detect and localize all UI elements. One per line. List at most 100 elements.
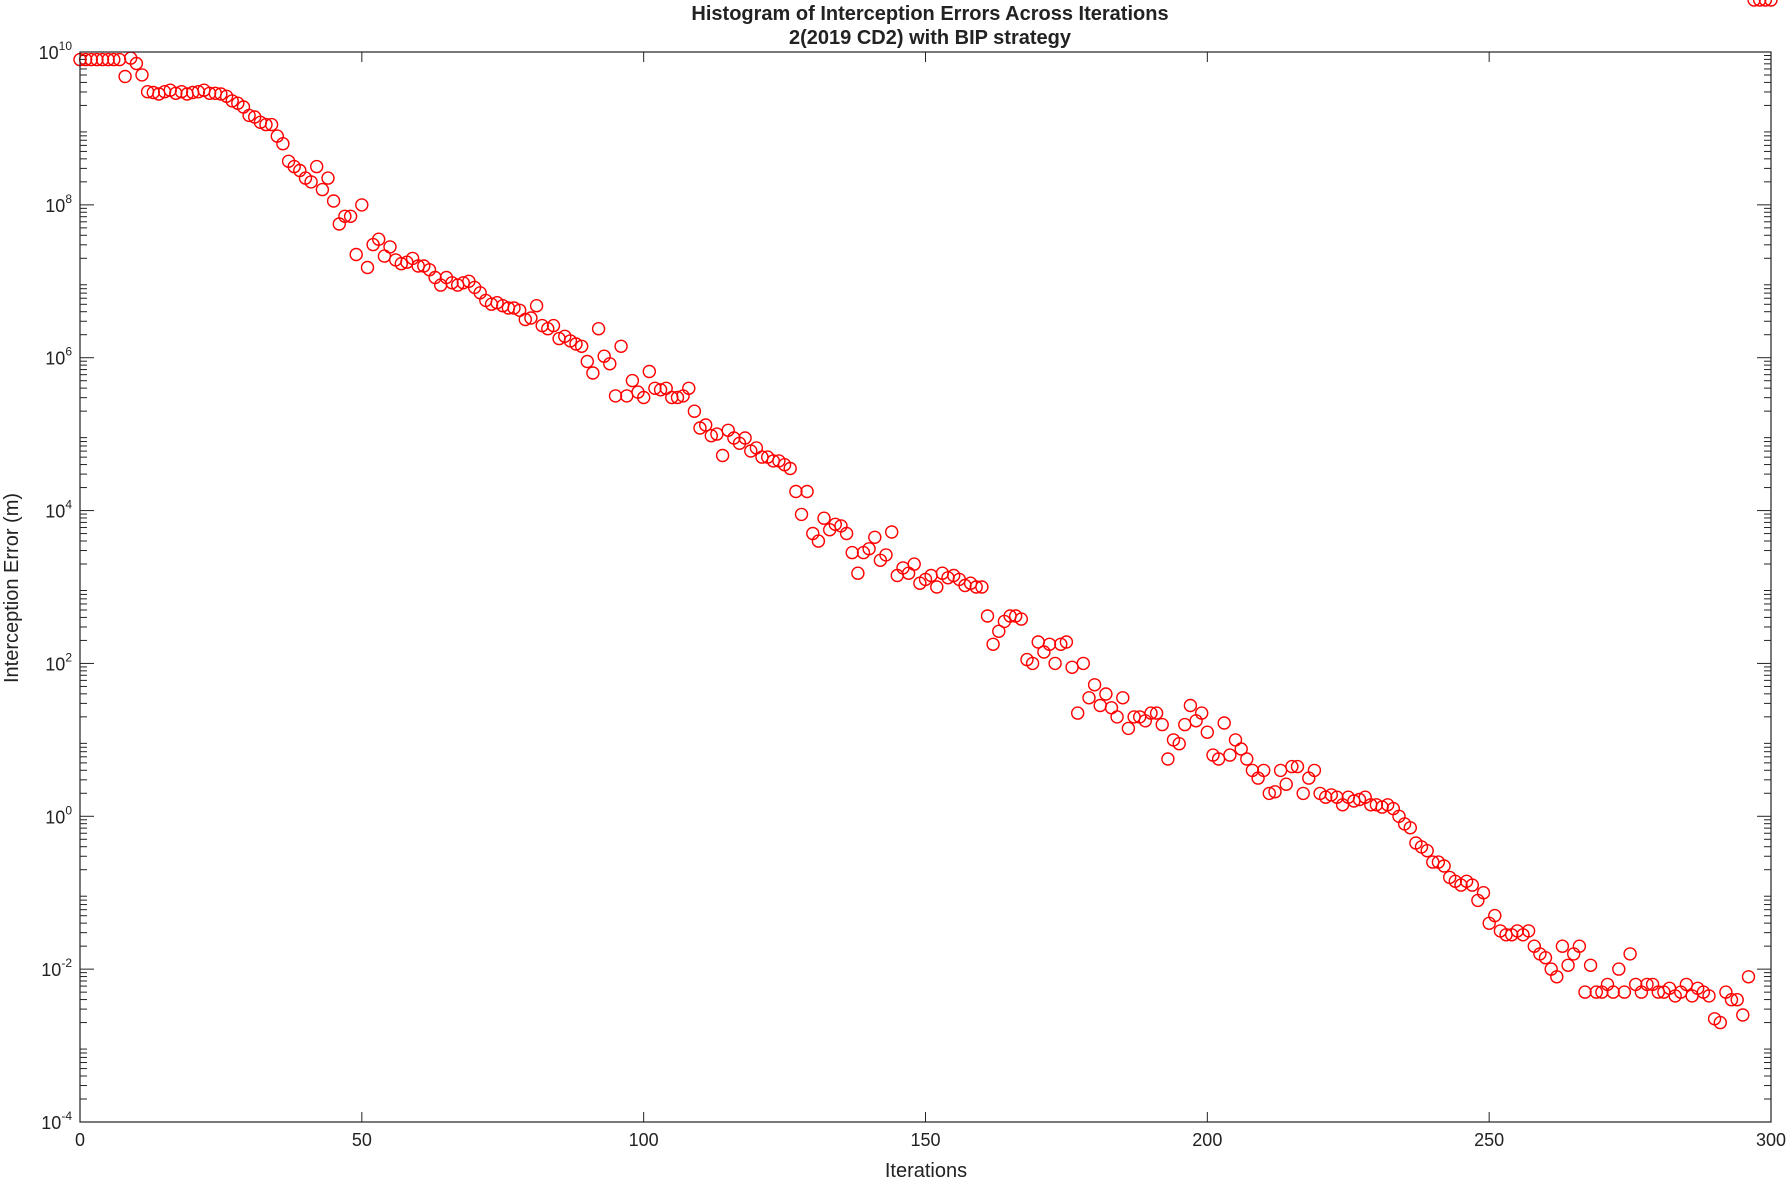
data-point bbox=[1764, 0, 1778, 7]
data-point bbox=[1420, 844, 1434, 858]
x-tick-label: 200 bbox=[1192, 1130, 1222, 1150]
data-point bbox=[682, 381, 696, 395]
y-tick-exponent: 6 bbox=[65, 345, 72, 359]
data-point bbox=[1476, 886, 1491, 900]
axis-ticks bbox=[79, 51, 1772, 1123]
y-tick-exponent: 2 bbox=[65, 650, 72, 664]
data-point bbox=[1702, 989, 1716, 1003]
data-point bbox=[1589, 985, 1604, 999]
data-point bbox=[907, 557, 921, 571]
x-axis-label: Iterations bbox=[885, 1160, 967, 1182]
data-point bbox=[1403, 821, 1418, 835]
data-point bbox=[1352, 792, 1367, 807]
data-point bbox=[118, 69, 132, 84]
data-point bbox=[580, 354, 594, 369]
data-point bbox=[1369, 798, 1384, 812]
y-tick-base: 10 bbox=[45, 807, 65, 827]
x-tick-label: 0 bbox=[75, 1130, 85, 1150]
data-point bbox=[1612, 962, 1626, 976]
data-point bbox=[394, 257, 408, 271]
data-point bbox=[1555, 939, 1570, 953]
x-tick-label: 300 bbox=[1756, 1130, 1786, 1150]
data-point bbox=[326, 194, 341, 208]
data-point bbox=[811, 534, 826, 548]
data-point bbox=[980, 609, 995, 623]
data-point bbox=[1730, 993, 1744, 1007]
data-point bbox=[1014, 612, 1028, 626]
data-point bbox=[1076, 656, 1091, 671]
data-point bbox=[637, 390, 651, 405]
data-point bbox=[84, 52, 99, 67]
data-point bbox=[1521, 924, 1536, 938]
data-point bbox=[1161, 752, 1175, 766]
data-point bbox=[1070, 706, 1085, 720]
data-point bbox=[383, 240, 397, 254]
data-point bbox=[969, 580, 983, 594]
data-point bbox=[586, 366, 600, 380]
x-tick-label: 250 bbox=[1474, 1130, 1504, 1150]
data-point bbox=[1753, 0, 1767, 7]
y-tick-label: 108 bbox=[45, 192, 72, 216]
data-point bbox=[1273, 763, 1288, 778]
data-point bbox=[264, 117, 279, 132]
data-point bbox=[591, 322, 606, 336]
y-tick-label: 100 bbox=[45, 803, 72, 827]
y-tick-base: 10 bbox=[39, 43, 59, 63]
data-point bbox=[828, 517, 842, 531]
data-point bbox=[879, 548, 893, 562]
data-point bbox=[1183, 698, 1198, 713]
data-point bbox=[1048, 656, 1062, 671]
data-point bbox=[625, 373, 640, 388]
data-point bbox=[1279, 777, 1293, 791]
data-point bbox=[349, 247, 363, 262]
data-point bbox=[259, 117, 273, 132]
data-point bbox=[1172, 737, 1186, 751]
axis-tick-labels: 0 50 100 150 200 250 300101010810610410210010-… bbox=[39, 39, 1786, 1150]
data-point bbox=[518, 312, 532, 327]
data-point bbox=[355, 198, 369, 212]
y-tick-base: 10 bbox=[45, 654, 65, 674]
y-tick-label: 10-4 bbox=[41, 1109, 72, 1133]
y-tick-base: 10 bbox=[45, 502, 65, 522]
data-point bbox=[1572, 939, 1587, 953]
y-tick-exponent: 10 bbox=[59, 39, 73, 53]
data-point bbox=[242, 108, 256, 123]
data-point bbox=[304, 175, 318, 189]
data-point bbox=[1054, 637, 1068, 651]
plot-area-frame bbox=[79, 51, 1772, 1123]
data-point bbox=[1578, 985, 1592, 999]
data-point bbox=[1149, 706, 1164, 720]
data-point bbox=[1741, 970, 1756, 984]
data-point bbox=[321, 171, 335, 185]
data-point bbox=[704, 429, 718, 443]
y-tick-base: 10 bbox=[41, 960, 61, 980]
data-point bbox=[1606, 985, 1620, 999]
data-point bbox=[360, 260, 375, 275]
data-point bbox=[1623, 947, 1637, 961]
x-tick-label: 50 bbox=[352, 1130, 372, 1150]
data-point bbox=[569, 337, 583, 351]
data-point bbox=[738, 431, 752, 445]
data-point bbox=[1178, 717, 1192, 732]
data-point bbox=[715, 448, 730, 463]
y-tick-base: 10 bbox=[41, 1113, 61, 1133]
data-point bbox=[687, 404, 702, 418]
data-point bbox=[315, 182, 330, 197]
data-point bbox=[862, 542, 876, 556]
data-point bbox=[1256, 763, 1271, 778]
data-point bbox=[1121, 721, 1136, 736]
data-point bbox=[930, 580, 944, 594]
y-tick-base: 10 bbox=[45, 196, 65, 216]
data-point bbox=[1488, 908, 1502, 923]
data-point bbox=[1617, 985, 1632, 999]
data-point bbox=[868, 530, 882, 544]
data-point bbox=[107, 52, 121, 67]
data-point bbox=[653, 383, 668, 397]
data-point bbox=[699, 418, 713, 432]
data-point bbox=[1104, 701, 1119, 715]
data-point bbox=[1110, 710, 1124, 724]
data-point bbox=[1228, 733, 1243, 747]
data-point bbox=[310, 159, 324, 174]
data-point bbox=[1736, 1008, 1750, 1022]
data-point bbox=[1583, 958, 1598, 972]
